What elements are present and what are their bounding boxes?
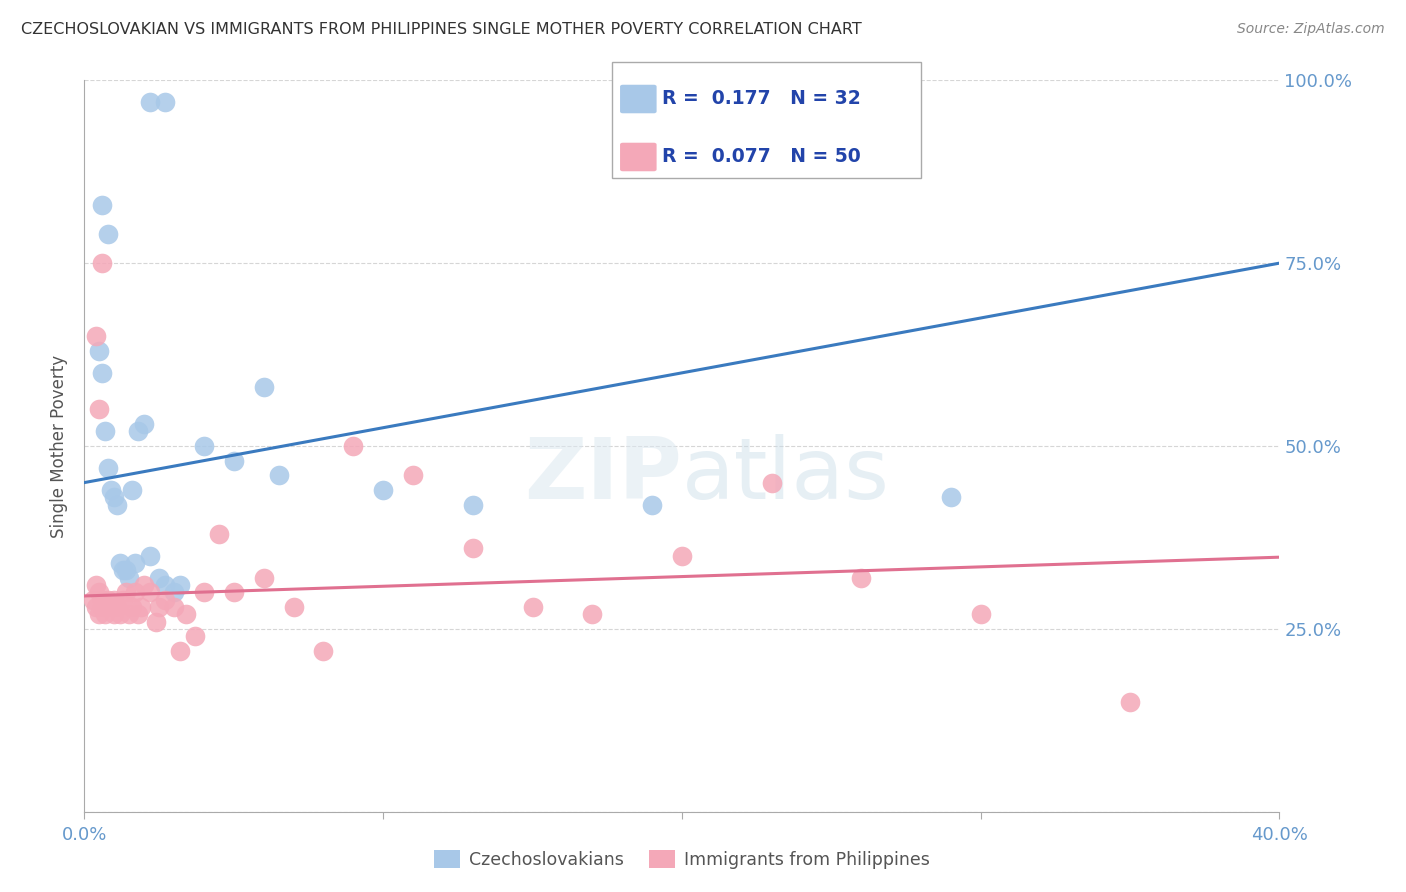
Point xyxy=(91,366,114,380)
Text: atlas: atlas xyxy=(682,434,890,516)
Point xyxy=(641,498,664,512)
Point xyxy=(86,578,108,592)
Point xyxy=(121,599,143,614)
Point xyxy=(94,425,117,439)
Point xyxy=(103,592,125,607)
Point xyxy=(115,585,138,599)
Point xyxy=(169,578,191,592)
Point xyxy=(97,227,120,241)
Point xyxy=(193,585,215,599)
Point xyxy=(461,498,484,512)
Point xyxy=(132,417,156,431)
Point xyxy=(222,585,245,599)
Point xyxy=(103,490,125,504)
Point xyxy=(312,644,335,658)
Point xyxy=(148,599,170,614)
Point xyxy=(139,585,162,599)
Point xyxy=(110,607,132,622)
Point xyxy=(82,592,104,607)
Point xyxy=(100,599,122,614)
Point xyxy=(112,563,135,577)
Point xyxy=(127,607,149,622)
Point xyxy=(283,599,305,614)
Point xyxy=(91,599,114,614)
Point xyxy=(581,607,603,622)
Point xyxy=(89,343,111,358)
Point xyxy=(851,571,873,585)
Point xyxy=(174,607,197,622)
Point xyxy=(105,599,128,614)
Point xyxy=(94,607,117,622)
Point xyxy=(193,439,215,453)
Point xyxy=(139,549,162,563)
Point xyxy=(121,483,143,497)
Point xyxy=(153,592,176,607)
Legend: Czechoslovakians, Immigrants from Philippines: Czechoslovakians, Immigrants from Philip… xyxy=(427,844,936,876)
Point xyxy=(118,607,141,622)
Point xyxy=(253,571,276,585)
Point xyxy=(86,599,108,614)
Y-axis label: Single Mother Poverty: Single Mother Poverty xyxy=(51,354,69,538)
Point xyxy=(163,585,186,599)
Point xyxy=(169,644,191,658)
Point xyxy=(222,453,245,467)
Point xyxy=(145,615,167,629)
Point xyxy=(127,425,149,439)
Point xyxy=(91,197,114,211)
Point xyxy=(103,607,125,622)
Text: R =  0.077   N = 50: R = 0.077 N = 50 xyxy=(662,146,860,166)
Point xyxy=(89,607,111,622)
Point xyxy=(124,585,146,599)
Point xyxy=(110,556,132,570)
Point xyxy=(163,599,186,614)
Point xyxy=(970,607,993,622)
Point xyxy=(1119,695,1142,709)
Point xyxy=(373,483,395,497)
Point xyxy=(208,526,231,541)
Point xyxy=(91,592,114,607)
Point xyxy=(86,329,108,343)
Point xyxy=(671,549,693,563)
Point xyxy=(97,461,120,475)
Text: R =  0.177   N = 32: R = 0.177 N = 32 xyxy=(662,88,860,108)
Text: Source: ZipAtlas.com: Source: ZipAtlas.com xyxy=(1237,22,1385,37)
Point xyxy=(153,578,176,592)
Point xyxy=(148,571,170,585)
Point xyxy=(91,256,114,270)
Point xyxy=(139,95,162,110)
Point xyxy=(89,585,111,599)
Point xyxy=(112,592,135,607)
Point xyxy=(522,599,544,614)
Point xyxy=(253,380,276,394)
Point xyxy=(153,95,176,110)
Point xyxy=(342,439,364,453)
Point xyxy=(461,541,484,556)
Point xyxy=(761,475,783,490)
Point xyxy=(94,599,117,614)
Point xyxy=(115,563,138,577)
Point xyxy=(129,599,152,614)
Point xyxy=(402,468,425,483)
Text: ZIP: ZIP xyxy=(524,434,682,516)
Text: CZECHOSLOVAKIAN VS IMMIGRANTS FROM PHILIPPINES SINGLE MOTHER POVERTY CORRELATION: CZECHOSLOVAKIAN VS IMMIGRANTS FROM PHILI… xyxy=(21,22,862,37)
Point xyxy=(132,578,156,592)
Point xyxy=(89,402,111,417)
Point xyxy=(267,468,290,483)
Point xyxy=(97,592,120,607)
Point xyxy=(100,483,122,497)
Point xyxy=(105,498,128,512)
Point xyxy=(939,490,962,504)
Point xyxy=(124,556,146,570)
Point xyxy=(184,629,207,643)
Point xyxy=(118,571,141,585)
